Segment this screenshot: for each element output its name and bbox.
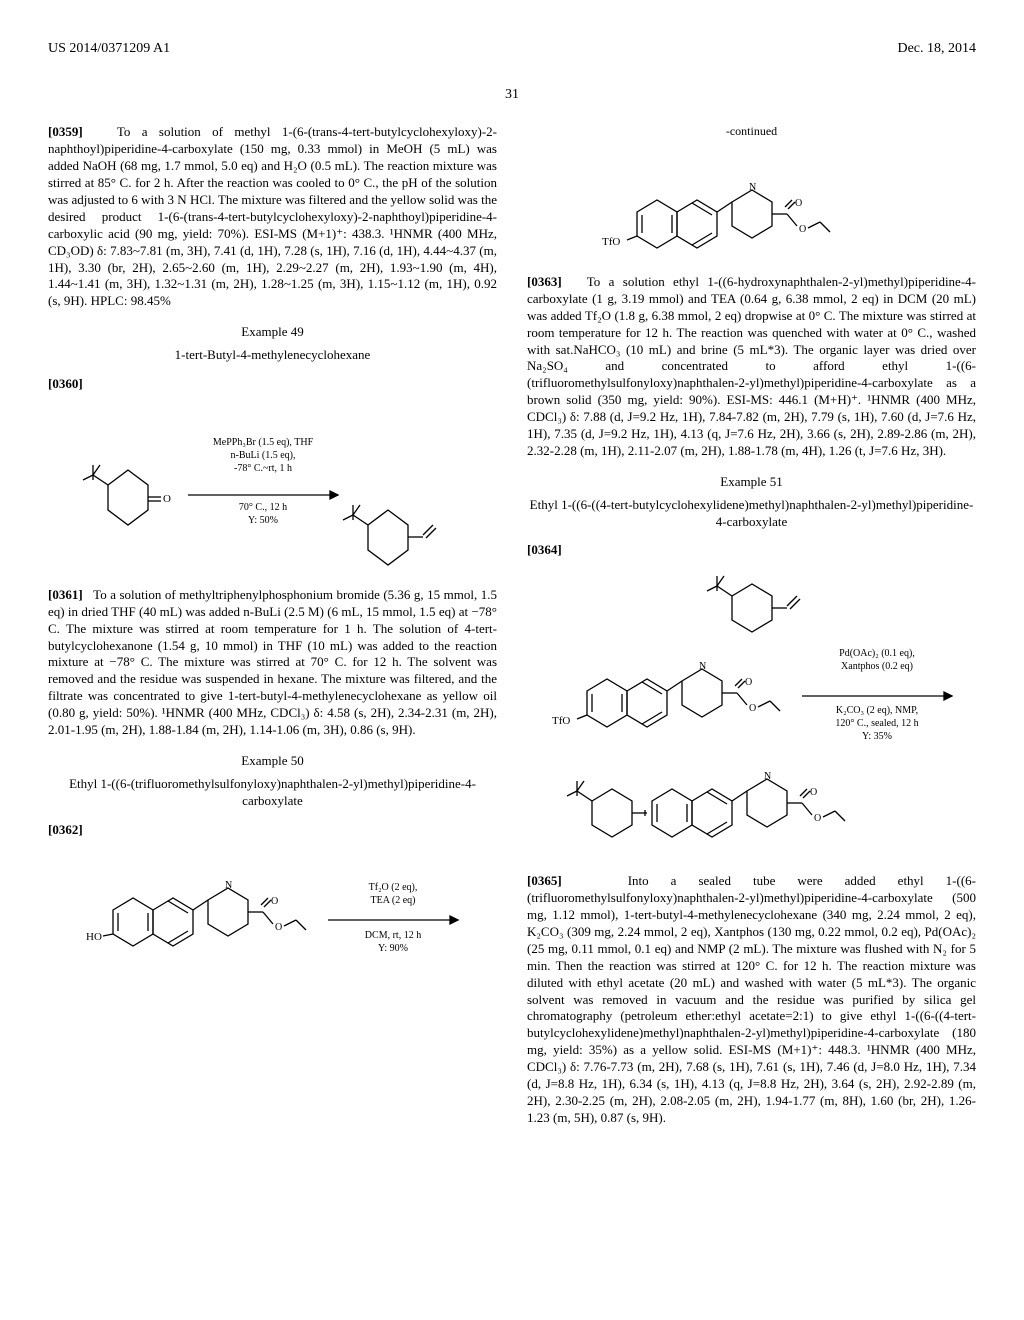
para-text-0365: Into a sealed tube were added ethyl 1-((… <box>527 873 976 1124</box>
svg-text:TfO: TfO <box>602 236 620 248</box>
svg-text:N: N <box>764 771 771 782</box>
svg-text:HO: HO <box>86 931 102 943</box>
para-num-0363: [0363] <box>527 274 562 289</box>
para-text-0359: To a solution of methyl 1-(6-(trans-4-te… <box>48 124 497 308</box>
example-50-heading: Example 50 <box>48 753 497 770</box>
two-column-layout: [0359] To a solution of methyl 1-(6-(tra… <box>48 124 976 1138</box>
svg-text:n-BuLi (1.5 eq),: n-BuLi (1.5 eq), <box>230 450 295 461</box>
svg-text:N: N <box>225 880 232 891</box>
svg-text:TEA (2 eq): TEA (2 eq) <box>370 895 415 906</box>
paragraph-0365: [0365] Into a sealed tube were added eth… <box>527 873 976 1126</box>
svg-text:O: O <box>795 198 802 209</box>
svg-text:O: O <box>810 787 817 798</box>
svg-text:Tf₂O (2 eq),: Tf₂O (2 eq), <box>368 882 417 893</box>
svg-text:120° C., sealed, 12 h: 120° C., sealed, 12 h <box>835 718 918 729</box>
svg-text:O: O <box>163 493 171 505</box>
svg-text:N: N <box>699 661 706 672</box>
svg-text:O: O <box>745 677 752 688</box>
left-column: [0359] To a solution of methyl 1-(6-(tra… <box>48 124 497 1138</box>
page-header: US 2014/0371209 A1 Dec. 18, 2014 <box>48 40 976 58</box>
svg-text:Y: 35%: Y: 35% <box>862 731 892 742</box>
structure-tfo-product: TfO N O O <box>527 152 976 262</box>
para-num-0364: [0364] <box>527 542 976 559</box>
svg-text:MePPh₃Br (1.5 eq), THF: MePPh₃Br (1.5 eq), THF <box>212 437 313 448</box>
svg-text:O: O <box>799 224 806 235</box>
svg-text:O: O <box>814 813 821 824</box>
svg-text:N: N <box>749 182 756 193</box>
paragraph-0359: [0359] To a solution of methyl 1-(6-(tra… <box>48 124 497 310</box>
svg-text:K₂CO₃ (2 eq), NMP,: K₂CO₃ (2 eq), NMP, <box>835 705 917 716</box>
reaction-scheme-50: HO N O O Tf₂O (2 eq), TEA (2 eq) DCM, <box>48 850 497 980</box>
svg-text:70° C., 12 h: 70° C., 12 h <box>238 502 286 513</box>
svg-text:Pd(OAc)₂ (0.1 eq),: Pd(OAc)₂ (0.1 eq), <box>839 648 915 659</box>
para-num-0365: [0365] <box>527 873 562 888</box>
patent-date: Dec. 18, 2014 <box>897 40 976 58</box>
para-text-0361: To a solution of methyltriphenylphosphon… <box>48 587 497 737</box>
example-49-name: 1-tert-Butyl-4-methylenecyclohexane <box>48 347 497 364</box>
example-49-heading: Example 49 <box>48 324 497 341</box>
para-num-0362: [0362] <box>48 822 497 839</box>
para-num-0359: [0359] <box>48 124 83 139</box>
svg-text:O: O <box>749 703 756 714</box>
paragraph-0361: [0361] To a solution of methyltriphenylp… <box>48 587 497 739</box>
reaction-scheme-51: TfO N O O Pd(OAc)₂ (0.1 eq), Xantphos (0… <box>527 571 976 861</box>
svg-text:TfO: TfO <box>552 715 570 727</box>
para-num-0360: [0360] <box>48 376 497 393</box>
para-text-0363: To a solution ethyl 1-((6-hydroxynaphtha… <box>527 274 976 458</box>
svg-text:Y: 50%: Y: 50% <box>248 515 278 526</box>
para-num-0361: [0361] <box>48 587 83 602</box>
svg-text:DCM, rt, 12 h: DCM, rt, 12 h <box>364 930 420 941</box>
svg-text:Y: 90%: Y: 90% <box>378 943 408 954</box>
example-51-heading: Example 51 <box>527 474 976 491</box>
patent-number: US 2014/0371209 A1 <box>48 40 170 58</box>
example-51-name: Ethyl 1-((6-((4-tert-butylcyclohexyliden… <box>527 497 976 531</box>
svg-text:-78° C.~rt, 1 h: -78° C.~rt, 1 h <box>233 463 291 474</box>
right-column: -continued TfO N O O <box>527 124 976 1138</box>
svg-text:O: O <box>275 922 282 933</box>
paragraph-0363: [0363] To a solution ethyl 1-((6-hydroxy… <box>527 274 976 460</box>
reaction-scheme-49: O MePPh₃Br (1.5 eq), THF n-BuLi (1.5 eq)… <box>48 405 497 575</box>
svg-text:Xantphos (0.2 eq): Xantphos (0.2 eq) <box>841 661 913 672</box>
continued-label: -continued <box>527 124 976 140</box>
example-50-name: Ethyl 1-((6-(trifluoromethylsulfonyloxy)… <box>48 776 497 810</box>
page-number: 31 <box>48 86 976 104</box>
svg-text:O: O <box>271 896 278 907</box>
